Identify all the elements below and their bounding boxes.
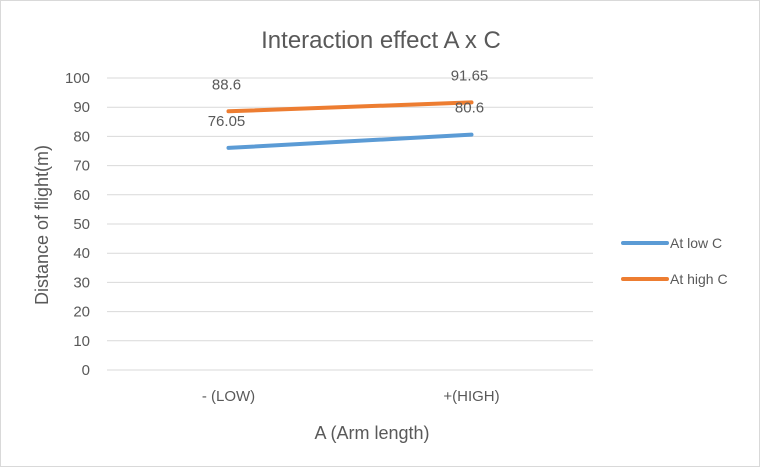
y-tick-label: 80 — [73, 128, 90, 145]
x-axis-title: A (Arm length) — [314, 423, 429, 443]
y-tick-label: 100 — [65, 70, 90, 87]
y-tick-label: 90 — [73, 99, 90, 116]
y-tick-label: 50 — [73, 216, 90, 233]
series-lines — [226, 100, 474, 150]
data-label: 76.05 — [208, 113, 246, 130]
y-tick-label: 60 — [73, 187, 90, 204]
legend: At low C At high C — [621, 235, 728, 287]
y-tick-label: 30 — [73, 274, 90, 291]
data-labels: 76.05 80.6 88.6 91.65 — [208, 67, 489, 130]
gridlines — [107, 77, 593, 371]
x-axis-tick-labels: - (LOW) +(HIGH) — [202, 388, 500, 405]
legend-label: At high C — [670, 271, 728, 287]
chart-title: Interaction effect A x C — [261, 27, 501, 54]
y-tick-label: 70 — [73, 158, 90, 175]
legend-label: At low C — [670, 235, 722, 251]
series-line-high-c — [226, 100, 474, 114]
series-line-low-c — [226, 132, 474, 150]
data-label: 88.6 — [212, 76, 241, 93]
x-tick-label: +(HIGH) — [443, 388, 499, 405]
y-tick-label: 40 — [73, 245, 90, 262]
data-label: 80.6 — [455, 100, 484, 117]
y-axis-tick-labels: 0 10 20 30 40 50 60 70 80 90 100 — [65, 70, 90, 379]
y-axis-title: Distance of flight(m) — [32, 145, 52, 305]
x-tick-label: - (LOW) — [202, 388, 255, 405]
y-tick-label: 10 — [73, 333, 90, 350]
y-tick-label: 0 — [82, 362, 90, 379]
y-tick-label: 20 — [73, 304, 90, 321]
data-label: 91.65 — [451, 67, 489, 84]
